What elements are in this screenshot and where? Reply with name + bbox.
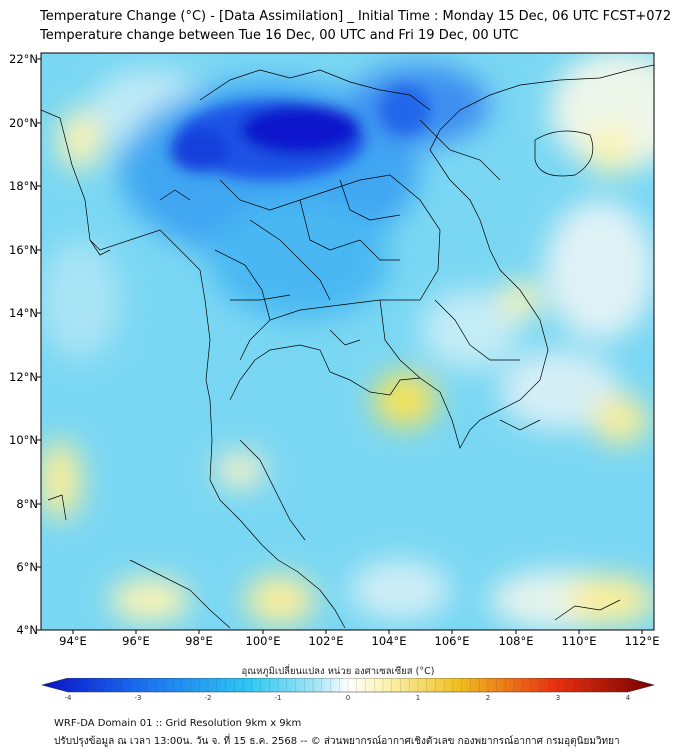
lon-label: 112°E [624, 634, 660, 648]
lon-label: 94°E [59, 634, 87, 648]
lat-label: 6°N [16, 560, 38, 574]
temperature-change-map [37, 52, 655, 634]
colorbar-tick-label: -3 [134, 694, 142, 702]
colorbar-ramp [40, 678, 656, 693]
map-title: Temperature Change (°C) - [Data Assimila… [40, 9, 672, 24]
colorbar-tick-label: 4 [625, 694, 631, 702]
lat-label: 18°N [9, 179, 38, 193]
lat-label: 20°N [9, 116, 38, 130]
colorbar-tick-label: 2 [485, 694, 491, 702]
lon-label: 108°E [498, 634, 534, 648]
colorbar-tick-label: -1 [274, 694, 282, 702]
lat-label: 12°N [9, 370, 38, 384]
lat-label: 8°N [16, 497, 38, 511]
colorbar-tick-label: -2 [204, 694, 212, 702]
colorbar-tick-label: -4 [64, 694, 72, 702]
axis-ticks [37, 58, 643, 634]
lon-label: 104°E [371, 634, 407, 648]
lon-label: 100°E [245, 634, 281, 648]
boundaries-layer [41, 64, 654, 629]
colorbar-tick-label: 3 [555, 694, 561, 702]
map-frame [40, 52, 655, 631]
lon-label: 96°E [122, 634, 150, 648]
lat-label: 22°N [9, 52, 38, 66]
field-layer [41, 53, 654, 630]
colorbar-title: อุณหภูมิเปลี่ยนแปลง หน่วย องศาเซลเซียส (… [241, 666, 435, 677]
lon-label: 102°E [308, 634, 344, 648]
colorbar [40, 678, 656, 693]
footer-model-info: WRF-DA Domain 01 :: Grid Resolution 9km … [54, 718, 302, 729]
footer-credit: ปรับปรุงข้อมูล ณ เวลา 13:00น. วัน จ. ที่… [54, 736, 620, 747]
colorbar-tick-label: 0 [345, 694, 351, 702]
lat-label: 10°N [9, 433, 38, 447]
lat-label: 4°N [16, 623, 38, 637]
lat-label: 16°N [9, 243, 38, 257]
lon-label: 110°E [561, 634, 597, 648]
lat-label: 14°N [9, 306, 38, 320]
colorbar-tick-label: 1 [415, 694, 421, 702]
lon-label: 106°E [434, 634, 470, 648]
map-subtitle: Temperature change between Tue 16 Dec, 0… [40, 28, 519, 43]
lon-label: 98°E [185, 634, 213, 648]
